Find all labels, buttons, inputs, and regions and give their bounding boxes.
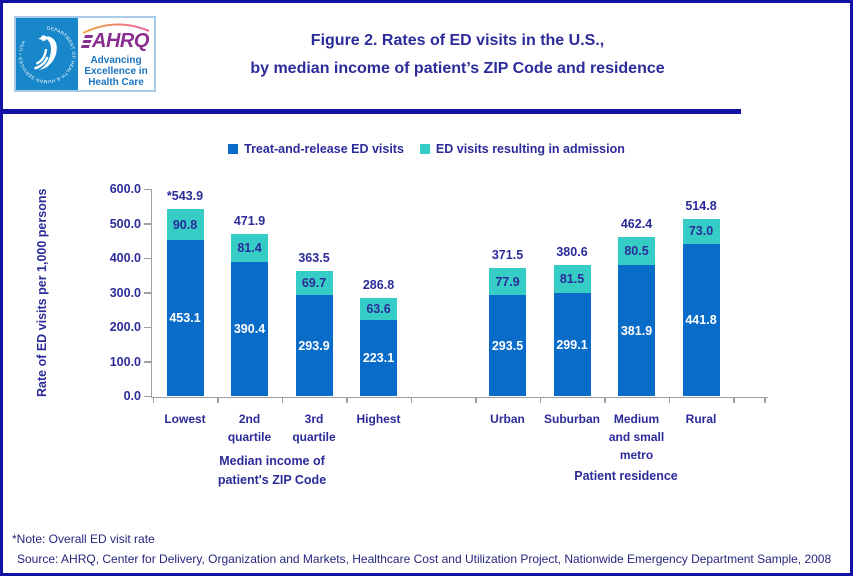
y-axis-tick: [144, 292, 152, 294]
legend-label-admission: ED visits resulting in admission: [435, 142, 625, 156]
x-axis-tick: [475, 398, 477, 403]
y-axis-line: [150, 190, 152, 398]
x-axis-tick: [604, 398, 606, 403]
figure-title-line-1: Figure 2. Rates of ED visits in the U.S.…: [310, 32, 605, 49]
bar-3rd-quartile: 69.7 293.9: [295, 271, 333, 397]
x-axis-tick: [668, 398, 671, 403]
y-axis-tick-label: 100.0: [109, 354, 141, 369]
header-divider-rule: [3, 109, 741, 114]
ahrq-wordmark-row: AHRQ: [80, 30, 149, 53]
x-axis-label-suburban: Suburban: [544, 412, 600, 426]
y-axis-tick-label: 200.0: [109, 320, 141, 334]
x-axis-tick: [733, 398, 735, 403]
legend-item-treat-and-release: Treat-and-release ED visits: [228, 142, 404, 156]
bar-medium-and-small-metro: 80.5 381.9: [618, 236, 655, 397]
ahrq-logo: DEPARTMENT OF HEALTH & HUMAN SERVICES • …: [14, 16, 156, 92]
ahrq-tagline-line-1: Advancing: [90, 55, 142, 66]
legend-item-admission: ED visits resulting in admission: [419, 142, 625, 156]
segment-treat-and-release-highest: 223.1: [360, 319, 397, 397]
x-axis-line: [150, 396, 768, 398]
y-axis-tick: [144, 395, 152, 398]
total-label-3rd-quartile: 363.5: [298, 251, 330, 266]
legend-swatch-teal-icon: [419, 144, 430, 154]
total-label-medium-and-small-metro: 462.4: [620, 216, 653, 231]
bar-lowest: 90.8 453.1: [166, 208, 204, 397]
x-axis-tick: [539, 398, 542, 403]
bar-highest: 63.6 223.1: [360, 297, 397, 397]
ahrq-wordmark-block: AHRQ Advancing Excellence in Health Care: [78, 18, 154, 90]
ahrq-arc-icon: [81, 21, 151, 34]
ahrq-tagline-line-2: Excellence in: [84, 66, 148, 77]
legend-label-treat-and-release: Treat-and-release ED visits: [244, 142, 404, 156]
x-group-label-patient-residence-line-1: Patient residence: [574, 469, 678, 483]
bar-rural: 73.0 441.8: [682, 218, 720, 397]
segment-treat-and-release-medium-and-small-metro: 381.9: [618, 264, 655, 397]
segment-admission-lowest: 90.8: [166, 208, 204, 241]
y-axis-tick-label: 500.0: [109, 216, 141, 231]
x-axis-label-lowest: Lowest: [164, 412, 206, 426]
segment-treat-and-release-suburban: 299.1: [553, 293, 591, 397]
x-axis-tick: [281, 398, 284, 403]
hhs-eagle-icon: DEPARTMENT OF HEALTH & HUMAN SERVICES • …: [18, 26, 76, 85]
y-axis-tick-label: 0.0: [123, 389, 141, 403]
y-axis-title: Rate of ED visits per 1,000 persons: [35, 188, 49, 398]
total-label-highest: 286.8: [362, 277, 395, 292]
figure-title-line-2: by median income of patient’s ZIP Code a…: [250, 60, 665, 77]
x-axis-label-highest: Highest: [356, 412, 401, 426]
total-label-rural: 514.8: [685, 198, 717, 213]
y-axis-tick: [144, 257, 152, 260]
bar-2nd-quartile: 81.4 390.4: [231, 233, 268, 397]
x-axis-label-urban: Urban: [490, 412, 525, 426]
segment-treat-and-release-3rd-quartile: 293.9: [295, 295, 333, 397]
figure-title: Figure 2. Rates of ED visits in the U.S.…: [170, 27, 745, 83]
x-axis-label-rural: Rural: [685, 412, 717, 426]
bar-urban: 77.9 293.5: [489, 268, 526, 397]
y-axis-tick-label: 300.0: [109, 285, 141, 300]
x-axis-tick: [217, 398, 219, 403]
segment-admission-urban: 77.9: [489, 268, 526, 296]
x-group-label-median-income: Median income of patient's ZIP Code: [218, 452, 326, 490]
chart-legend: Treat-and-release ED visits ED visits re…: [3, 142, 850, 156]
y-axis-tick: [144, 326, 152, 329]
ahrq-tagline-line-3: Health Care: [88, 77, 144, 88]
segment-admission-2nd-quartile: 81.4: [231, 233, 268, 262]
segment-admission-highest: 63.6: [360, 297, 397, 320]
legend-swatch-blue-icon: [228, 144, 239, 154]
y-axis-tick: [144, 223, 152, 225]
total-label-urban: 371.5: [491, 248, 524, 263]
y-axis-tick-label: 400.0: [109, 251, 141, 265]
y-axis-tick: [144, 361, 152, 363]
total-label-2nd-quartile: 471.9: [233, 213, 266, 228]
x-axis-tick: [764, 398, 766, 403]
hhs-seal: DEPARTMENT OF HEALTH & HUMAN SERVICES • …: [16, 18, 78, 90]
segment-treat-and-release-lowest: 453.1: [166, 240, 204, 397]
segment-treat-and-release-urban: 293.5: [489, 295, 526, 397]
x-axis-label-2nd-quartile: 2nd quartile: [227, 412, 272, 444]
stacked-bar-chart: Rate of ED visits per 1,000 persons Medi…: [3, 3, 850, 573]
source-line: Source: AHRQ, Center for Delivery, Organ…: [17, 552, 832, 566]
segment-admission-medium-and-small-metro: 80.5: [618, 236, 655, 265]
x-axis-label-3rd-quartile: 3rd quartile: [292, 412, 336, 444]
x-axis-label-medium-and-small-metro: Medium and small metro: [608, 412, 665, 462]
ahrq-wordmark: AHRQ: [92, 30, 149, 52]
x-axis-tick: [152, 398, 155, 403]
x-group-label-median-income-line-1: Median income of: [219, 454, 325, 468]
x-axis-tick: [346, 398, 348, 403]
bar-suburban: 81.5 299.1: [553, 265, 591, 397]
y-axis-tick-label: 600.0: [109, 182, 141, 196]
total-label-lowest: *543.9: [166, 188, 204, 203]
total-label-suburban: 380.6: [556, 245, 588, 260]
segment-treat-and-release-2nd-quartile: 390.4: [231, 261, 268, 397]
x-axis-tick: [410, 398, 413, 403]
footnote: *Note: Overall ED visit rate: [12, 532, 155, 546]
y-axis-tick: [144, 188, 152, 191]
ahrq-tagline: Advancing Excellence in Health Care: [84, 55, 147, 88]
segment-admission-suburban: 81.5: [553, 265, 591, 294]
x-group-label-patient-residence: Patient residence: [574, 467, 678, 486]
segment-admission-3rd-quartile: 69.7: [295, 271, 333, 296]
segment-treat-and-release-rural: 441.8: [682, 244, 720, 397]
segment-admission-rural: 73.0: [682, 218, 720, 245]
x-group-label-median-income-line-2: patient's ZIP Code: [217, 473, 327, 487]
